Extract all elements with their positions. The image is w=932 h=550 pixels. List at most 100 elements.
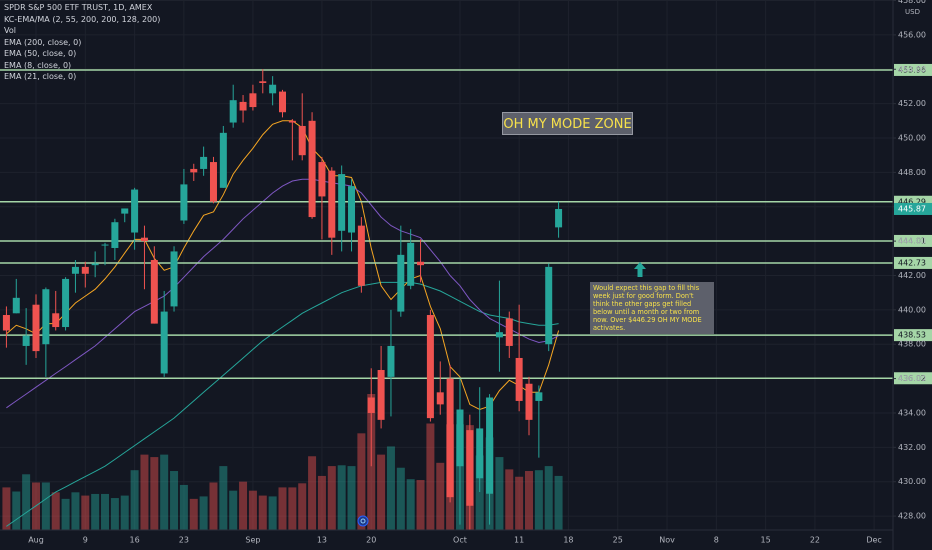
volume-bar <box>110 498 119 530</box>
volume-bar <box>475 455 484 530</box>
annotation-note: Would expect this gap to fill this week … <box>590 282 714 334</box>
y-tick-label: 440.00 <box>898 305 926 314</box>
candle-body <box>269 84 277 94</box>
y-tick-label: 454.00 <box>898 65 926 74</box>
volume-bar <box>189 498 198 530</box>
volume-bar <box>41 482 50 530</box>
volume-bar <box>51 492 60 530</box>
volume-bar <box>71 492 80 530</box>
volume-bar <box>337 465 346 530</box>
candle-body <box>466 430 474 506</box>
legend-item: EMA (50, close, 0) <box>4 49 77 58</box>
annotation-zone: OH MY MODE ZONE <box>502 112 633 135</box>
candle-layer <box>2 69 563 530</box>
candle-body <box>2 315 10 331</box>
y-tick-label: 428.00 <box>898 512 926 521</box>
ema-line <box>6 120 560 411</box>
candle-body <box>42 289 50 345</box>
level-label: 436.02 <box>898 374 926 383</box>
y-tick-label: 450.00 <box>898 133 926 142</box>
candle-body <box>426 315 434 419</box>
volume-bar <box>209 482 218 530</box>
volume-bar <box>396 467 405 530</box>
volume-bar <box>347 466 356 530</box>
candle-body <box>160 311 168 374</box>
candle-body <box>190 168 198 173</box>
candle-body <box>209 162 217 202</box>
candle-body <box>417 261 425 266</box>
volume-bar <box>436 462 445 530</box>
candle-body <box>387 345 395 377</box>
candle-body <box>91 263 99 266</box>
candle-body <box>279 91 286 113</box>
y-tick-label: 436.00 <box>898 374 926 383</box>
x-tick-label: Aug <box>28 536 44 545</box>
legend-item: KC-EMA/MA (2, 55, 200, 200, 128, 200) <box>4 14 161 24</box>
legend-item: Vol <box>4 26 16 35</box>
x-tick-label: Dec <box>866 536 881 545</box>
volume-bar <box>229 490 238 530</box>
x-tick-label: 18 <box>563 536 573 545</box>
volume-bar <box>288 487 297 530</box>
volume-bar <box>150 457 159 530</box>
candle-body <box>121 208 129 214</box>
event-icon[interactable] <box>357 515 369 527</box>
volume-bar <box>515 476 524 530</box>
candle-body <box>219 132 227 188</box>
candle-body <box>348 186 356 233</box>
candle-body <box>52 313 60 328</box>
candle-body <box>62 278 70 328</box>
y-tick-label: 438.00 <box>898 340 926 349</box>
candle-body <box>170 251 178 307</box>
candle-body <box>150 260 158 324</box>
level-label: 438.53 <box>898 331 926 340</box>
candle-body <box>200 156 208 169</box>
volume-bar <box>505 469 514 530</box>
volume-bar <box>61 498 70 530</box>
volume-bar <box>170 471 179 530</box>
candle-body <box>357 225 365 286</box>
candle-body <box>318 162 326 197</box>
volume-bar <box>406 479 415 530</box>
candle-body <box>367 397 375 413</box>
candle-body <box>111 222 119 248</box>
candle-body <box>456 409 464 467</box>
candle-body <box>131 189 139 233</box>
x-tick-label: 20 <box>366 536 376 545</box>
x-tick-label: 9 <box>83 536 88 545</box>
volume-bar <box>239 481 248 530</box>
ema-line <box>6 178 559 409</box>
legend: SPDR S&P 500 ETF TRUST, 1D, AMEX KC-EMA/… <box>4 2 160 83</box>
candle-body <box>505 318 513 346</box>
candle-body <box>545 266 553 345</box>
volume-bar <box>130 470 139 530</box>
y-tick-label: 432.00 <box>898 443 926 452</box>
ema-line <box>6 281 559 527</box>
volume-bar <box>91 493 100 530</box>
volume-bar <box>219 466 228 530</box>
candle-body <box>81 266 89 274</box>
candle-body <box>22 335 30 346</box>
level-label: 444.01 <box>898 236 926 245</box>
y-tick-label: 448.00 <box>898 168 926 177</box>
volume-bar <box>81 495 90 530</box>
y-tick-label: 458.00 <box>898 0 926 5</box>
volume-bar <box>22 474 31 530</box>
candle-body <box>32 304 40 352</box>
volume-bar <box>12 491 21 530</box>
legend-title: SPDR S&P 500 ETF TRUST, 1D, AMEX <box>4 3 153 12</box>
level-label: 446.29 <box>898 197 926 206</box>
x-tick-label: Nov <box>659 536 675 545</box>
candle-body <box>535 392 543 401</box>
volume-bar <box>140 454 149 530</box>
candle-body <box>288 120 296 123</box>
volume-bar <box>357 433 366 530</box>
candle-body <box>308 120 316 218</box>
candle-body <box>249 93 257 108</box>
volume-bar <box>317 475 326 530</box>
volume-bar <box>199 496 208 530</box>
ema-layer <box>6 120 560 527</box>
candle-body <box>101 244 109 246</box>
